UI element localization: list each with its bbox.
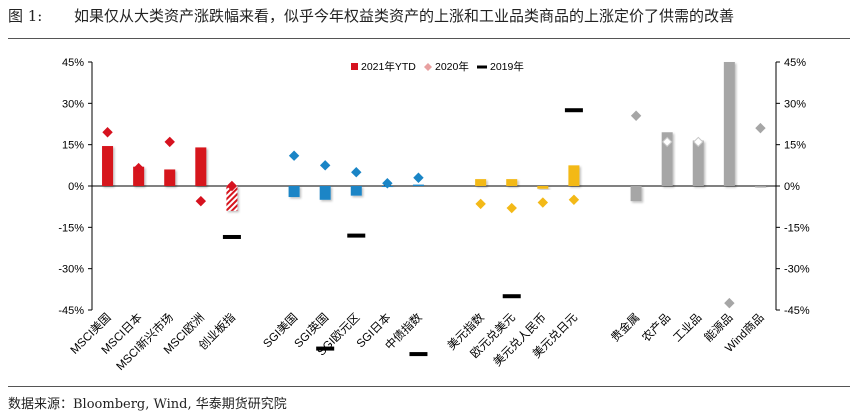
- y-tick-label-right: -30%: [784, 264, 810, 276]
- legend-label-2019: 2019年: [490, 60, 524, 73]
- bar-3: [164, 169, 176, 186]
- title-rule: [8, 38, 850, 39]
- diamond-2020-13: [537, 197, 549, 208]
- bar-19: [754, 186, 766, 188]
- diamond-2020-16: [661, 136, 673, 148]
- dash-2019-12: [502, 294, 521, 299]
- bar-10: [412, 184, 424, 186]
- y-tick-label-left: 45%: [62, 57, 84, 69]
- x-label-16: 农产品: [639, 310, 673, 344]
- dash-2019-8: [347, 233, 366, 238]
- y-tick-label-left: -45%: [58, 305, 84, 317]
- y-tick-label-right: 30%: [784, 98, 806, 110]
- legend-swatch-ytd: [351, 63, 358, 70]
- x-label-17: 工业品: [671, 311, 705, 345]
- x-label-15: 贵金属: [608, 310, 642, 344]
- figure-number: 图 1:: [8, 7, 43, 25]
- diamond-2020-8: [351, 167, 362, 178]
- diamond-2020-17: [693, 136, 704, 148]
- diamond-2020-7: [319, 160, 331, 171]
- y-tick-label-right: 0%: [784, 181, 800, 193]
- dash-2019-10: [409, 352, 428, 357]
- y-tick-label-right: -45%: [784, 305, 810, 317]
- y-tick-label-left: -30%: [58, 264, 84, 276]
- figure-title: 图 1: 如果仅从大类资产涨跌幅来看，似乎今年权益类资产的上涨和工业品类商品的上涨…: [8, 5, 853, 35]
- legend-swatch-2020: [424, 63, 432, 71]
- bar-17: [692, 140, 704, 186]
- legend-label-2020: 2020年: [435, 60, 469, 73]
- bar-4: [195, 147, 207, 186]
- dash-2019-14: [564, 108, 583, 113]
- dash-2019-5: [222, 234, 241, 239]
- diamond-2020-11: [475, 198, 486, 210]
- bar-8: [350, 186, 362, 196]
- y-tick-label-right: 45%: [784, 57, 806, 69]
- dash-2019-7: [316, 346, 335, 351]
- legend-swatch-2019: [477, 65, 487, 69]
- y-tick-label-right: -15%: [784, 222, 810, 234]
- diamond-2020-6: [288, 150, 300, 161]
- chart: 45% 45% 30% 30% 15% 15% 0% 0% -15% -15% -30% -30% -4…: [58, 57, 810, 373]
- bar-16: [661, 132, 673, 186]
- bar-7: [319, 186, 331, 200]
- diamond-2020-3: [164, 136, 175, 148]
- bar-6: [288, 186, 300, 198]
- bar-15: [630, 186, 642, 202]
- diamond-2020-10: [413, 172, 424, 183]
- figure-title-text: 如果仅从大类资产涨跌幅来看，似乎今年权益类资产的上涨和工业品类商品的上涨定价了供…: [74, 7, 735, 25]
- diamond-2020-1: [102, 127, 113, 138]
- diamond-2020-14: [568, 194, 580, 205]
- diamond-2020-18: [724, 297, 735, 309]
- y-tick-label-left: 15%: [62, 140, 84, 152]
- bar-11: [475, 179, 487, 186]
- diamond-2020-15: [630, 110, 642, 121]
- y-tick-label-left: -15%: [58, 222, 84, 234]
- bar-2: [133, 166, 145, 186]
- legend-label-ytd: 2021年YTD: [361, 60, 416, 73]
- bar-12: [506, 179, 518, 186]
- y-tick-label-left: 0%: [68, 181, 84, 193]
- diamond-2020-2: [133, 162, 144, 174]
- diamond-2020-9: [382, 178, 393, 189]
- y-tick-label-right: 15%: [784, 140, 806, 152]
- bar-1: [102, 146, 114, 186]
- diamond-2020-4: [195, 195, 207, 207]
- y-tick-label-left: 30%: [62, 98, 84, 110]
- bar-13: [537, 186, 549, 189]
- diamond-2020-19: [755, 122, 766, 134]
- source-rule: [8, 386, 850, 387]
- bar-18: [723, 62, 735, 186]
- x-label-13: 美元兑人民币: [490, 310, 549, 369]
- bar-14: [568, 165, 580, 186]
- diamond-2020-12: [506, 202, 517, 214]
- diamond-2020-5: [226, 180, 238, 192]
- bar-5: [226, 186, 238, 211]
